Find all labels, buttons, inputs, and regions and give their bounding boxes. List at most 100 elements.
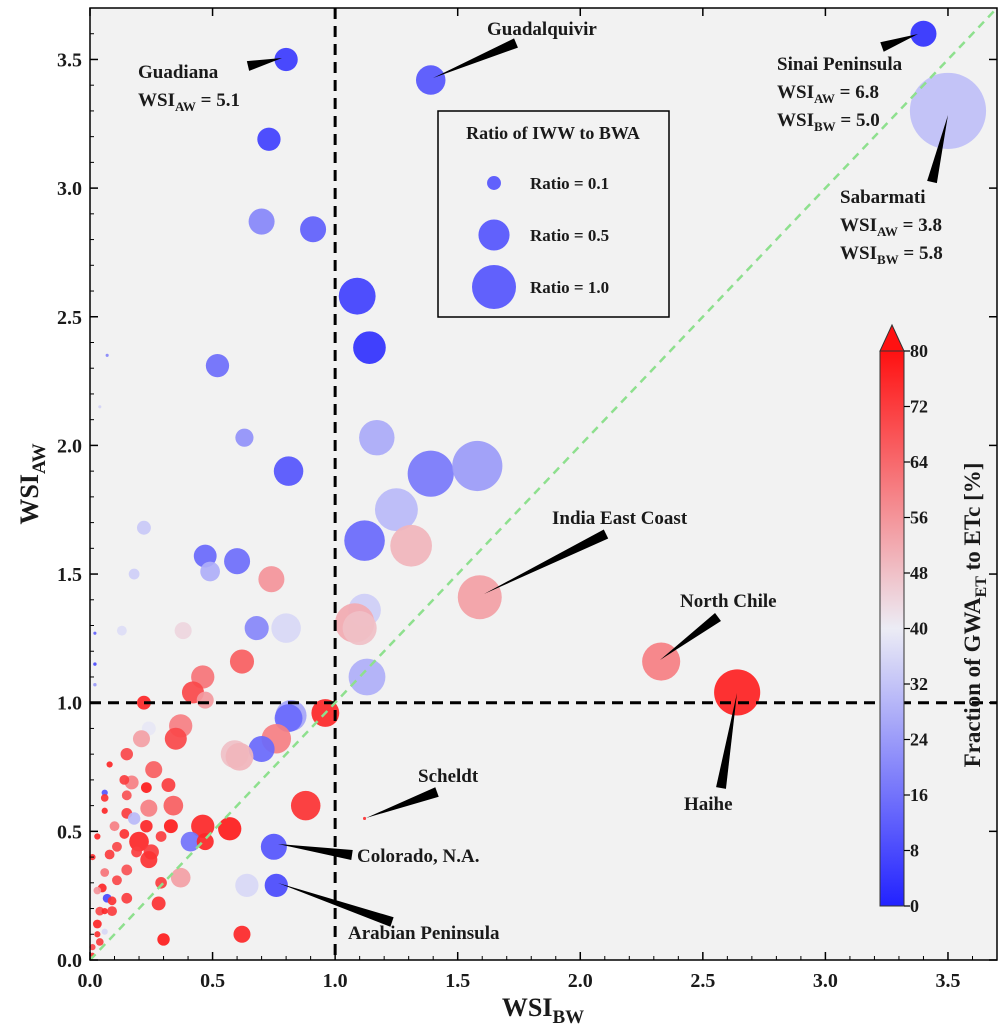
annotation-arrow: [484, 529, 609, 594]
data-point: [101, 789, 108, 796]
data-point: [264, 873, 288, 898]
colorbar-title-main: Fraction of GWA: [960, 597, 985, 767]
data-point: [274, 47, 298, 72]
reference-lines: [89, 7, 998, 961]
y-axis-title-main: WSI: [15, 474, 44, 525]
data-point: [121, 864, 133, 876]
data-point: [101, 928, 108, 935]
data-point: [132, 730, 150, 748]
data-point: [116, 625, 127, 636]
data-point: [260, 833, 287, 860]
annotation-text: Guadiana: [138, 62, 219, 83]
data-point: [362, 816, 367, 821]
annotation-text: Guadalquivir: [487, 19, 597, 40]
annotation-text: India East Coast: [552, 508, 688, 529]
data-point: [95, 938, 104, 946]
data-point: [290, 790, 321, 821]
data-point: [196, 833, 214, 851]
data-point: [128, 568, 140, 580]
data-point: [94, 931, 101, 938]
colorbar-tick-label: 56: [910, 508, 928, 528]
annotation-wsi: WSI: [840, 243, 877, 264]
annotation-text: Haihe: [684, 794, 733, 815]
data-point: [174, 622, 192, 640]
annotation-text: North Chile: [680, 591, 777, 612]
data-point: [224, 548, 251, 575]
data-point: [145, 761, 163, 779]
annotation-text: WSIAW = 5.1: [138, 90, 240, 114]
data-point: [353, 331, 386, 364]
data-point: [407, 450, 454, 497]
x-tick-label: 0.0: [78, 970, 103, 992]
y-tick-label: 0.5: [57, 821, 82, 843]
annotation-wsi-subscript: AW: [877, 224, 898, 239]
data-point: [164, 727, 187, 750]
data-point: [452, 440, 503, 492]
data-point: [101, 807, 108, 814]
annotation-wsi: WSI: [777, 110, 814, 131]
colorbar-tick-label: 0: [910, 896, 919, 916]
y-tick-label: 0.0: [57, 950, 82, 972]
annotation-value: = 6.8: [835, 82, 879, 103]
data-point: [93, 662, 97, 666]
data-point: [131, 846, 142, 858]
y-axis-title: WSIAW: [15, 443, 50, 524]
colorbar-title-sub: ET: [973, 576, 990, 598]
data-point: [390, 524, 432, 567]
colorbar-tick-label: 32: [910, 674, 928, 694]
annotation-value: = 3.8: [898, 215, 942, 236]
data-point: [151, 896, 166, 911]
data-point: [93, 631, 97, 635]
data-point: [235, 428, 254, 447]
data-point: [218, 817, 242, 841]
x-axis-title-sub: BW: [552, 1007, 584, 1026]
data-point: [136, 520, 151, 535]
data-point: [127, 812, 141, 825]
data-point: [415, 65, 446, 95]
y-axis-title-sub: AW: [29, 443, 50, 474]
size-legend: Ratio of IWW to BWA Ratio = 0.1 Ratio = 0.…: [437, 110, 670, 318]
y-tick-label: 2.0: [57, 435, 82, 457]
data-point: [191, 814, 215, 838]
data-point: [457, 575, 502, 620]
data-point: [359, 419, 395, 456]
data-point: [101, 908, 108, 915]
data-point: [170, 867, 191, 888]
data-point: [163, 795, 184, 816]
data-points: [89, 20, 987, 958]
data-point: [348, 658, 386, 696]
data-point: [112, 841, 122, 852]
annotation-arrow: [366, 787, 439, 818]
data-point: [112, 875, 122, 886]
annotation-arrow: [278, 844, 353, 860]
y-tick-label: 3.0: [57, 178, 82, 200]
data-point: [100, 794, 109, 802]
data-point: [92, 919, 102, 929]
annotation-value: = 5.0: [836, 110, 880, 131]
data-point: [106, 761, 113, 768]
colorbar-gradient: [880, 351, 904, 906]
data-point: [140, 819, 153, 833]
annotation-text: WSIAW = 6.8: [777, 82, 879, 106]
data-point: [140, 851, 158, 869]
annotation-value: = 5.1: [196, 90, 240, 111]
x-tick-label: 1.0: [323, 970, 348, 992]
colorbar-tick-label: 64: [910, 452, 928, 472]
annotation-text: Colorado, N.A.: [357, 846, 479, 867]
colorbar-tick-label: 48: [910, 563, 928, 583]
x-tick-label: 1.5: [445, 970, 470, 992]
one-to-one-line: [89, 7, 998, 961]
data-point: [89, 944, 96, 951]
annotation-text: WSIBW = 5.0: [777, 110, 880, 134]
colorbar-extend-arrow: [880, 325, 904, 351]
size-legend-marker: [472, 265, 516, 309]
data-point: [119, 829, 130, 839]
data-point: [200, 561, 220, 582]
colorbar-tick-label: 24: [910, 730, 928, 750]
data-point: [196, 691, 214, 709]
data-point: [233, 925, 251, 943]
x-axis-title: WSIBW: [502, 993, 584, 1026]
y-tick-label: 2.5: [57, 307, 82, 329]
data-point: [140, 799, 158, 817]
